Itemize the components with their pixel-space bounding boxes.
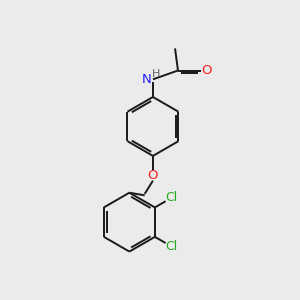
Text: Cl: Cl	[165, 240, 177, 253]
Text: O: O	[148, 169, 158, 182]
Text: H: H	[152, 69, 160, 79]
Text: N: N	[142, 73, 152, 86]
Text: O: O	[201, 64, 211, 77]
Text: Cl: Cl	[165, 191, 177, 205]
